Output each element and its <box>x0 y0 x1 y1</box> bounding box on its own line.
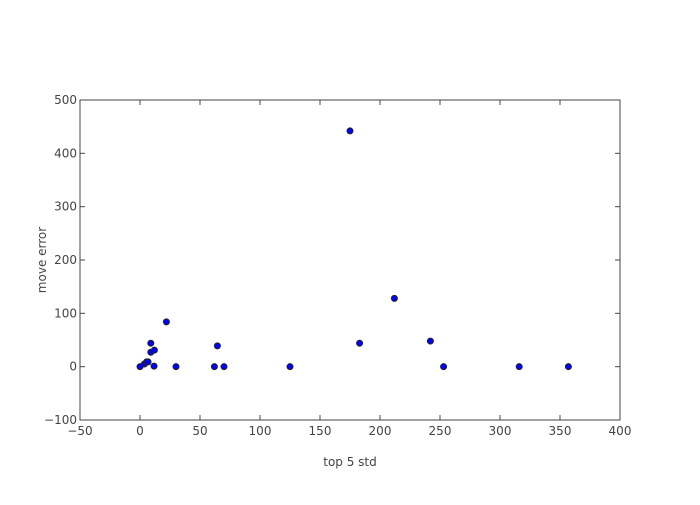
x-tick-label: 0 <box>136 424 144 438</box>
data-point <box>426 337 434 345</box>
data-point <box>147 339 155 347</box>
data-point <box>210 363 218 371</box>
y-tick-label: 400 <box>54 146 77 160</box>
x-tick-label: 300 <box>489 424 512 438</box>
data-point <box>515 363 523 371</box>
data-point <box>162 318 170 326</box>
y-tick-label: 0 <box>69 360 77 374</box>
data-point <box>172 363 180 371</box>
y-tick-label: 200 <box>54 253 77 267</box>
data-point <box>356 339 364 347</box>
x-tick-label: 100 <box>249 424 272 438</box>
data-point <box>564 363 572 371</box>
data-point <box>150 346 158 354</box>
x-tick-label: 250 <box>429 424 452 438</box>
x-tick-label: 400 <box>609 424 632 438</box>
data-point <box>150 362 158 370</box>
y-tick-label: 300 <box>54 200 77 214</box>
plot-area <box>79 99 621 421</box>
y-axis-label: move error <box>35 227 49 293</box>
x-tick-label: 150 <box>309 424 332 438</box>
data-point <box>390 294 398 302</box>
x-tick-label: 200 <box>369 424 392 438</box>
data-point <box>220 363 228 371</box>
y-tick-label: 100 <box>54 306 77 320</box>
x-axis-label: top 5 std <box>323 455 377 469</box>
data-point <box>440 363 448 371</box>
y-tick-label: 500 <box>54 93 77 107</box>
data-point <box>213 342 221 350</box>
x-tick-label: 50 <box>192 424 207 438</box>
data-point <box>144 358 152 366</box>
data-point <box>346 127 354 135</box>
y-tick-label: −100 <box>44 413 77 427</box>
x-tick-label: −50 <box>67 424 92 438</box>
data-point <box>286 363 294 371</box>
x-tick-label: 350 <box>549 424 572 438</box>
